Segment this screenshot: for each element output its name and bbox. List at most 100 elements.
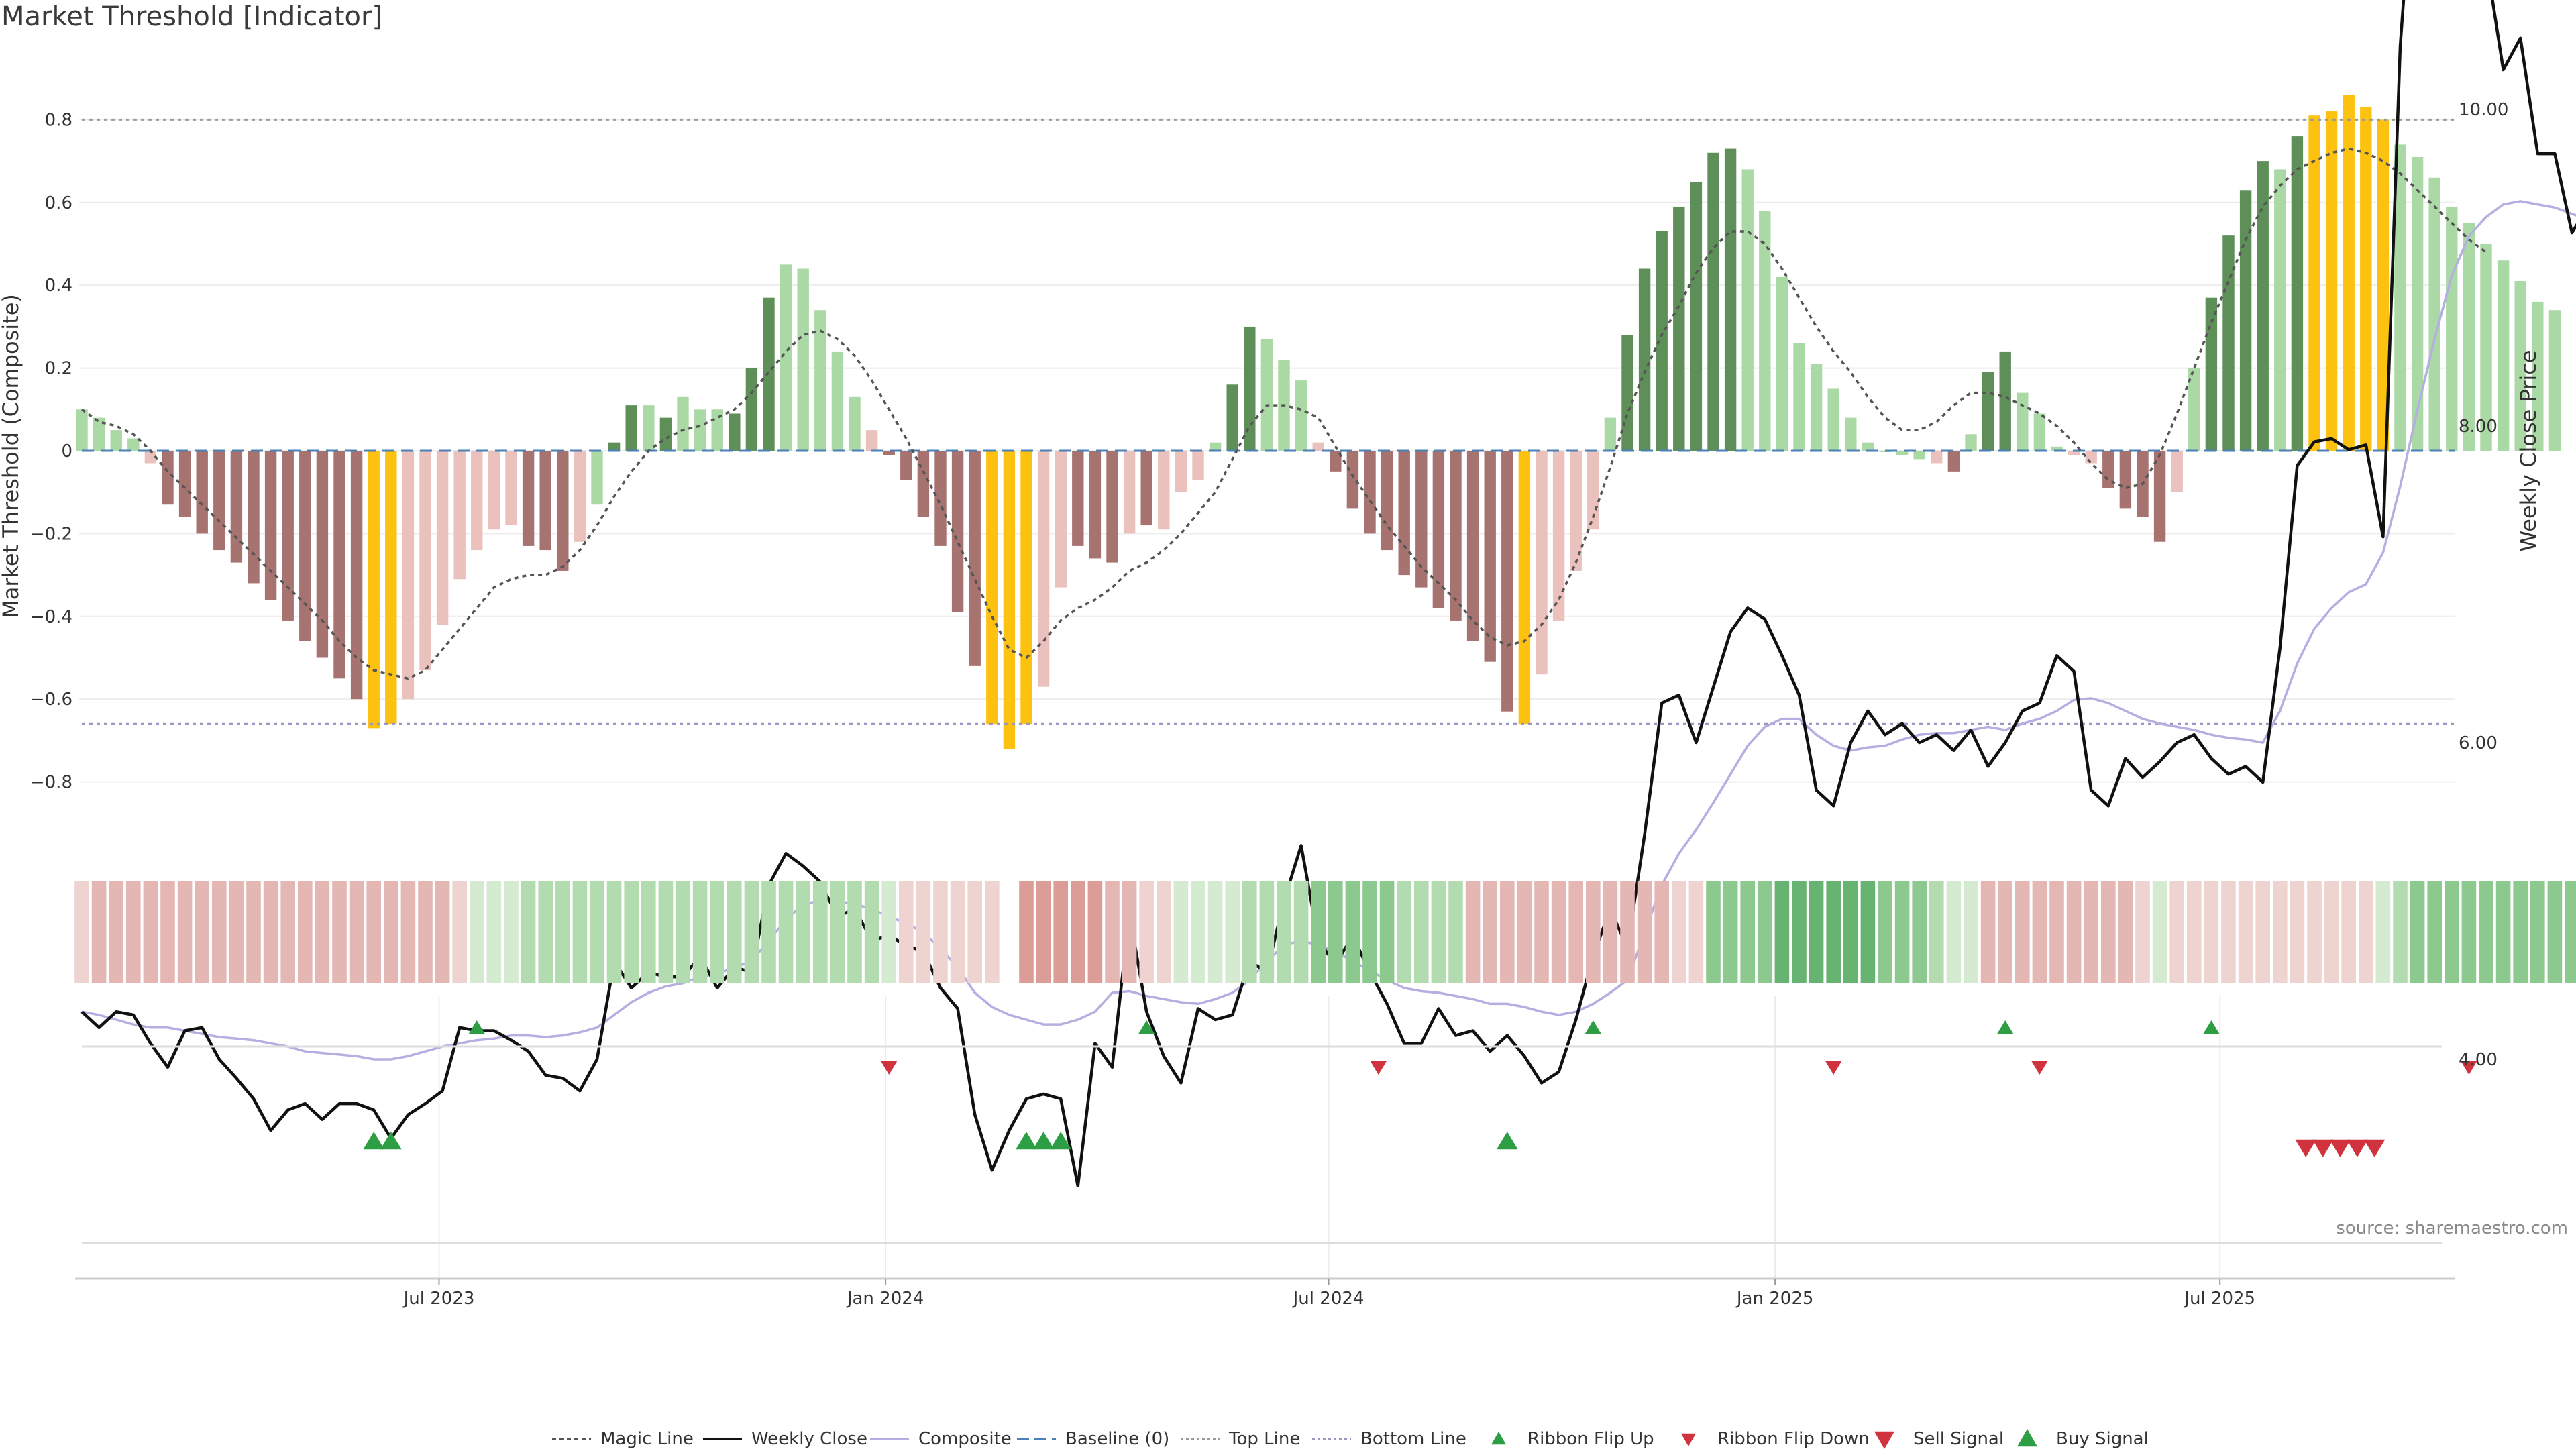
composite-bar: [694, 409, 706, 451]
ribbon-cell: [1397, 881, 1411, 983]
y-left-tick-label: −0.6: [30, 690, 72, 710]
legend-label: Magic Line: [600, 1429, 694, 1449]
ribbon-cell: [692, 881, 708, 983]
composite-bar: [729, 413, 741, 451]
composite-bar: [1621, 335, 1633, 451]
composite-bar: [1466, 451, 1479, 641]
ribbon-cell: [1964, 881, 1978, 983]
composite-bar: [2308, 115, 2320, 451]
ribbon-cell: [109, 881, 123, 983]
ribbon-flip-down-marker: [2460, 1061, 2477, 1075]
ribbon-cell: [1568, 881, 1583, 983]
composite-bar: [1175, 451, 1187, 492]
ribbon-cell: [1809, 881, 1824, 983]
composite-bar: [333, 451, 345, 679]
composite-bar: [539, 451, 551, 551]
composite-bar: [1862, 442, 1874, 451]
y-left-axis-title: Market Threshold (Composite): [0, 294, 23, 619]
ribbon-cell: [126, 881, 141, 983]
ribbon-cell: [1878, 881, 1892, 983]
ribbon-flip-down-marker: [880, 1061, 898, 1075]
ribbon-cell: [1826, 881, 1841, 983]
composite-bar: [659, 417, 672, 451]
ribbon-cell: [2307, 881, 2322, 983]
composite-bar: [316, 451, 329, 658]
ribbon-cell: [418, 881, 433, 983]
ribbon-cell: [315, 881, 330, 983]
legend-label: Composite: [918, 1429, 1012, 1449]
composite-bar: [1656, 231, 1668, 451]
ribbon-cell: [727, 881, 742, 983]
ribbon-cell: [2547, 881, 2563, 983]
composite-bar: [951, 451, 964, 612]
composite-bar: [1450, 451, 1462, 621]
ribbon-cell: [1551, 881, 1566, 983]
composite-bar: [1260, 339, 1273, 451]
composite-bar: [2085, 451, 2097, 464]
ribbon-cell: [1843, 881, 1858, 983]
composite-bar: [969, 451, 981, 666]
composite-bar: [1226, 384, 1238, 451]
composite-bar: [1638, 268, 1651, 451]
composite-bar: [849, 396, 861, 451]
ribbon-cell: [1534, 881, 1549, 983]
legend-label: Ribbon Flip Up: [1527, 1429, 1654, 1449]
composite-bar: [1570, 451, 1582, 571]
ribbon-cell: [1242, 881, 1257, 983]
composite-bar: [264, 451, 277, 600]
y-right-axis-title: Weekly Close Price: [2516, 350, 2541, 551]
composite-bar: [797, 268, 809, 451]
ribbon-cell: [606, 881, 622, 983]
legend-swatch: [2017, 1429, 2037, 1447]
composite-bar: [505, 451, 517, 526]
ribbon-cell: [1105, 881, 1120, 983]
ribbon-cell: [521, 881, 536, 983]
composite-bar: [763, 297, 775, 451]
ribbon-cell: [1036, 881, 1051, 983]
ribbon-cell: [1758, 881, 1772, 983]
x-tick-label: Jan 2024: [846, 1289, 924, 1309]
composite-bar: [127, 438, 140, 451]
composite-bar: [1501, 451, 1513, 712]
ribbon-flip-down-marker: [1825, 1061, 1842, 1075]
ribbon-cell: [1517, 881, 1532, 983]
ribbon-cell: [1860, 881, 1876, 983]
composite-bar: [522, 451, 535, 546]
composite-bar: [1552, 451, 1565, 621]
legend-label: Buy Signal: [2056, 1429, 2149, 1449]
signal-panels: [75, 1020, 2477, 1280]
ribbon-cell: [1465, 881, 1481, 983]
ribbon-cell: [2273, 881, 2288, 983]
composite-bar: [93, 417, 105, 451]
composite-bar: [1827, 388, 1839, 451]
composite-bar: [1055, 451, 1067, 588]
composite-bar: [350, 451, 363, 700]
y-left-tick-label: 0.4: [45, 276, 72, 296]
composite-bar: [574, 451, 586, 542]
ribbon-cell: [2255, 881, 2270, 983]
ribbon-cell: [2565, 881, 2576, 983]
composite-bar: [178, 451, 191, 517]
sentiment-ribbon: [74, 881, 2576, 983]
sell-signal-marker: [2363, 1139, 2385, 1157]
composite-bar: [986, 451, 998, 724]
ribbon-cell: [332, 881, 347, 983]
ribbon-cell: [899, 881, 914, 983]
y-right-tick-label: 10.00: [2459, 100, 2508, 120]
ribbon-cell: [555, 881, 570, 983]
ribbon-cell: [486, 881, 502, 983]
composite-bar: [282, 451, 294, 621]
composite-bar: [1947, 451, 1960, 472]
reference-lines: [82, 118, 2455, 725]
ribbon-cell: [2084, 881, 2098, 983]
ribbon-cell: [470, 881, 484, 983]
ribbon-cell: [280, 881, 295, 983]
composite-bar: [385, 451, 397, 724]
ribbon-cell: [2427, 881, 2442, 983]
ribbon-cell: [1157, 881, 1171, 983]
composite-bar: [677, 396, 689, 451]
ribbon-cell: [864, 881, 879, 983]
ribbon-cell: [1672, 881, 1686, 983]
ribbon-cell: [1637, 881, 1652, 983]
composite-bar: [1415, 451, 1428, 588]
